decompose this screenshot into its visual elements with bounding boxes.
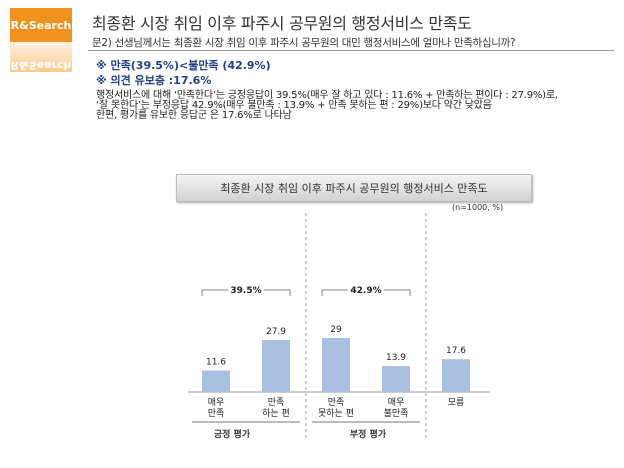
category-label: 하는 편 (262, 407, 290, 419)
bar-value-label: 11.6 (206, 357, 226, 367)
bar (382, 366, 410, 392)
chart-title: 최종환 시장 취임 이후 파주시 공무원의 행정서비스 만족도 (176, 174, 532, 202)
category-label: 못하는 편 (318, 407, 354, 419)
description-line: 행정서비스에 대해 ‘만족한다’는 긍정응답이 39.5%(매우 잘 하고 있다… (96, 90, 558, 101)
description: 행정서비스에 대해 ‘만족한다’는 긍정응답이 39.5%(매우 잘 하고 있다… (96, 91, 616, 121)
header-divider (88, 50, 614, 51)
highlight-reserved: ※ 의견 유보층 :17.6% (96, 74, 212, 87)
group-total-bg (348, 282, 384, 298)
bar-value-label: 17.6 (446, 346, 466, 356)
description-line: 한편, 평가를 유보한 응답군 은 17.6%로 나타남 (96, 110, 292, 121)
category-label: 만족 (268, 397, 285, 408)
group-total-bg (228, 282, 264, 298)
category-label: 만족 (208, 408, 225, 419)
group-total-label: 42.9% (350, 286, 381, 296)
group-label-negative: 부정 평가 (349, 430, 387, 440)
category-label: 매우 (388, 397, 405, 408)
category-label: 모름 (448, 397, 465, 408)
bar (442, 359, 470, 392)
group-label-positive: 긍정 평가 (213, 430, 251, 440)
bar (202, 370, 230, 392)
logo-text: R&Search (10, 8, 72, 42)
bar-value-label: 13.9 (386, 353, 406, 363)
category-label: 불만족 (384, 408, 409, 419)
logo: R&Search R&Search (10, 8, 72, 76)
group-total-label: 39.5% (230, 286, 261, 296)
category-label: 만족 (328, 397, 345, 408)
highlight-satisfaction: ※ 만족(39.5%)<불만족 (42.9%) (96, 59, 271, 72)
survey-question: 문2) 선생님께서는 최종환 시장 취임 이후 파주시 공무원의 대민 행정서비… (92, 37, 516, 49)
bar-value-label: 27.9 (266, 327, 286, 337)
bar-value-label: 29 (330, 325, 342, 335)
bar (262, 340, 290, 392)
bar (322, 338, 350, 392)
chart-unit-note: (n=1000, %) (452, 203, 504, 212)
page-title: 최종환 시장 취임 이후 파주시 공무원의 행정서비스 만족도 (92, 14, 472, 33)
description-line: ‘잘 못한다’는 부정응답 42.9%(매우 불만족 : 13.9% + 만족 … (96, 100, 492, 111)
category-label: 매우 (208, 397, 225, 408)
